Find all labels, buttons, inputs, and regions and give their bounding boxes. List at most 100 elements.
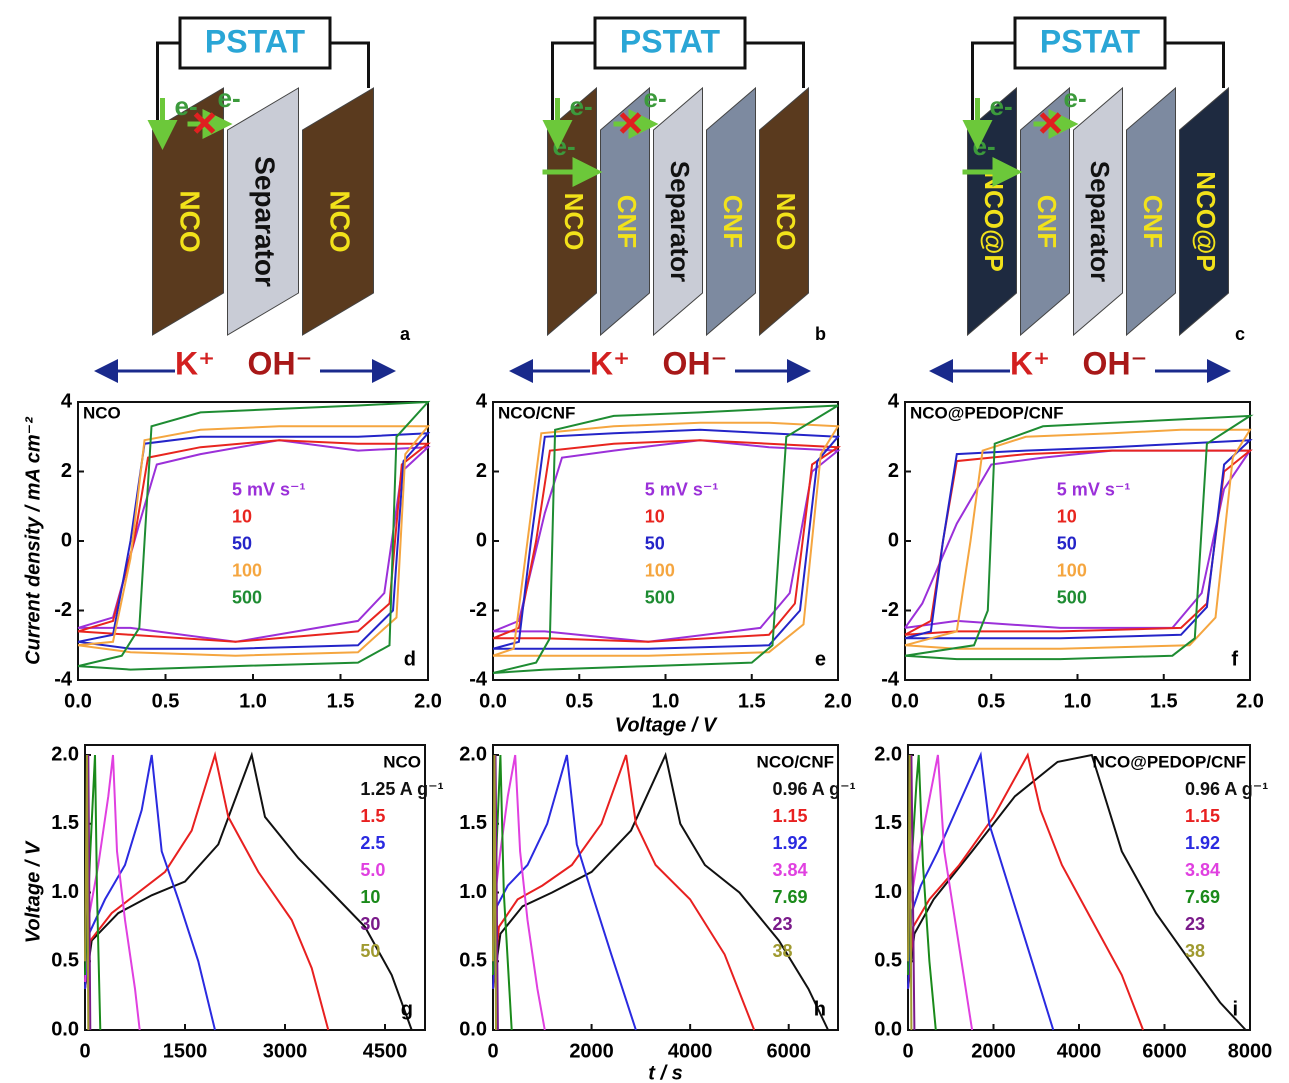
block-cross [1039, 112, 1062, 134]
layer [227, 87, 299, 336]
series-line [492, 754, 497, 1031]
legend-entry: 23 [1185, 914, 1205, 934]
series-line [492, 754, 637, 1031]
series-line [904, 414, 1254, 661]
y-tick-label: 1.5 [51, 812, 79, 834]
legend-entry: 3.84 [772, 860, 807, 880]
chart-title: NCO@PEDOP/CNF [910, 403, 1064, 422]
cation-label: K⁺ [175, 345, 215, 381]
x-tick-label: 0.5 [565, 690, 593, 712]
layer-label: CNF [1138, 195, 1168, 248]
y-tick-label: 2.0 [874, 743, 902, 765]
layer-label: NCO [175, 190, 206, 252]
panel-label: g [401, 998, 413, 1020]
layer-label: Separator [250, 156, 281, 287]
layer-label: Separator [665, 161, 695, 282]
legend-entry: 500 [1057, 588, 1087, 608]
series-line [907, 751, 1055, 1031]
series-line [84, 751, 413, 1031]
panel-label: b [815, 324, 826, 344]
series-line [492, 428, 841, 650]
panel-label: c [1235, 324, 1245, 344]
y-tick-label: 0.0 [459, 1018, 487, 1040]
anion-label: OH⁻ [248, 345, 313, 381]
x-tick-label: 2000 [971, 1040, 1016, 1062]
y-tick-label: 0.0 [51, 1018, 79, 1040]
series-line [77, 439, 431, 643]
legend-entry: 500 [232, 588, 262, 608]
cation-label: K⁺ [1010, 345, 1050, 381]
legend-entry: 50 [1057, 534, 1077, 554]
chart-title: NCO [83, 403, 121, 422]
y-tick-label: 2.0 [459, 743, 487, 765]
legend-entry: 1.25 A g⁻¹ [360, 779, 443, 799]
y-tick-label: 1.0 [459, 881, 487, 903]
layer-label: CNF [612, 195, 642, 248]
legend-entry: 0.96 A g⁻¹ [1185, 779, 1268, 799]
layer-label: NCO [325, 190, 356, 252]
legend-entry: 50 [645, 534, 665, 554]
layer-label: CNF [718, 195, 748, 248]
panel-label: f [1231, 648, 1238, 670]
x-tick-label: 0.0 [891, 690, 919, 712]
pstat-label: PSTAT [1040, 23, 1141, 59]
series-line [907, 754, 913, 1031]
legend-entry: 38 [1185, 941, 1205, 961]
x-tick-label: 8000 [1228, 1040, 1273, 1062]
electron-label: e- [644, 83, 667, 113]
x-tick-label: 4000 [668, 1040, 713, 1062]
layer [1126, 86, 1176, 337]
series-line [77, 432, 431, 650]
y-tick-label: -4 [881, 668, 900, 690]
legend-entry: 50 [232, 534, 252, 554]
layer [653, 86, 703, 337]
x-tick-label: 1.0 [1064, 690, 1092, 712]
legend-entry: 5 mV s⁻¹ [1057, 480, 1131, 500]
x-tick-label: 0.5 [152, 690, 180, 712]
series-line [904, 439, 1253, 640]
x-tick-label: 3000 [263, 1040, 308, 1062]
series-line [84, 754, 216, 1031]
legend-entry: 38 [772, 941, 792, 961]
y-tick-label: 0.0 [874, 1018, 902, 1040]
pstat-box [593, 16, 747, 70]
legend-entry: 7.69 [772, 887, 807, 907]
layer [1020, 86, 1070, 337]
legend-entry: 100 [645, 561, 675, 581]
layer-label: Separator [1085, 161, 1115, 282]
series-line [84, 751, 330, 1031]
legend-entry: 30 [360, 914, 380, 934]
block-cross [193, 112, 216, 134]
y-tick-label: 0 [888, 529, 899, 551]
block-cross [619, 112, 642, 134]
panel-label: d [404, 648, 416, 670]
y-tick-label: -4 [54, 668, 73, 690]
legend-entry: 7.69 [1185, 887, 1220, 907]
y-tick-label: 2 [61, 460, 72, 482]
x-tick-label: 1.0 [652, 690, 680, 712]
legend-entry: 5.0 [360, 860, 385, 880]
series-line [492, 754, 756, 1031]
cation-label: K⁺ [590, 345, 630, 381]
electron-label: e- [218, 83, 241, 113]
x-tick-label: 1.5 [327, 690, 355, 712]
pstat-box [1013, 16, 1167, 70]
legend-entry: 10 [645, 507, 665, 527]
legend-entry: 50 [360, 941, 380, 961]
series-line [492, 439, 842, 643]
x-tick-label: 0.0 [64, 690, 92, 712]
legend-entry: 1.15 [772, 806, 807, 826]
y-tick-label: 1.0 [51, 881, 79, 903]
layer [706, 86, 756, 337]
x-tick-label: 0 [487, 1040, 498, 1062]
series-line [492, 421, 840, 657]
legend-entry: 3.84 [1185, 860, 1220, 880]
layer-label: NCO [771, 193, 801, 251]
anion-label: OH⁻ [663, 345, 728, 381]
legend-entry: 5 mV s⁻¹ [232, 480, 306, 500]
chart-title: NCO/CNF [757, 752, 834, 771]
x-axis-label: t / s [648, 1062, 682, 1083]
anion-label: OH⁻ [1083, 345, 1148, 381]
layer [302, 87, 374, 336]
x-tick-label: 0.0 [479, 690, 507, 712]
